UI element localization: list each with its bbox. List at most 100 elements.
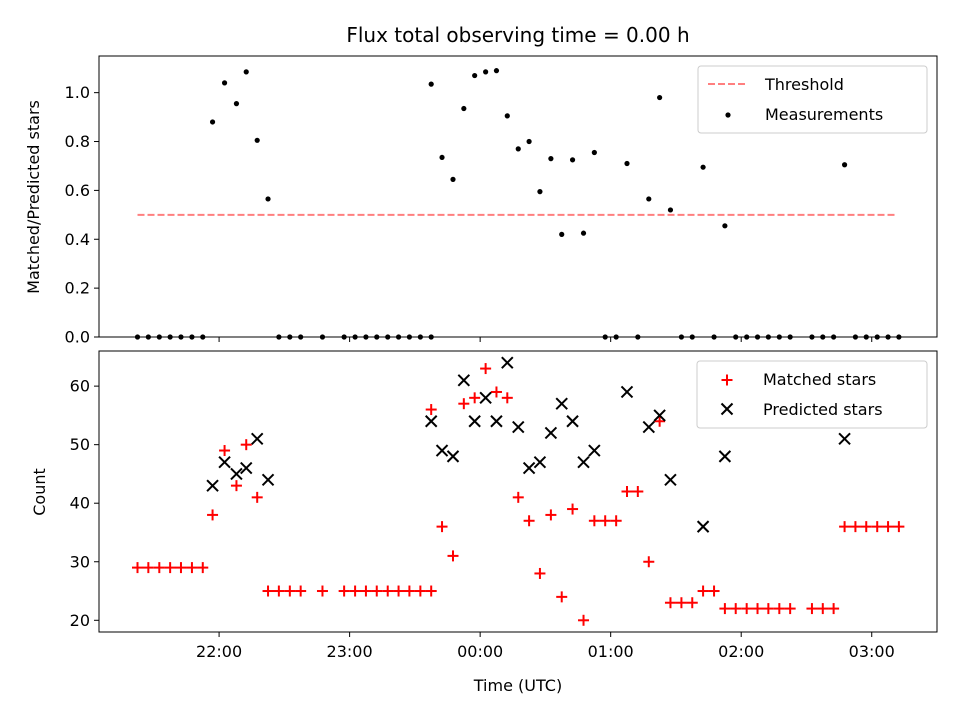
predicted-star-mark-b: [501, 356, 514, 369]
predicted-star-mark-b: [446, 450, 460, 463]
ratio-y-tick-label: 0.4: [65, 230, 90, 249]
measurement-point: [646, 196, 652, 202]
count-x-axis: 22:00 23:00 00:00 01:00 02:00 03:00: [196, 632, 895, 661]
chart-title: Flux total observing time = 0.00 h: [346, 23, 689, 47]
predicted-star-mark-b: [468, 415, 481, 428]
measurement-point: [243, 69, 249, 75]
predicted-star-mark: [501, 356, 514, 369]
matched-star-mark: [186, 562, 198, 574]
predicted-star-mark: [206, 479, 219, 492]
matched-star-mark: [425, 585, 437, 597]
measurement-point: [569, 157, 576, 163]
matched-star-mark: [251, 491, 263, 503]
matched-star-mark: [708, 585, 720, 597]
measurement-point: [667, 207, 674, 213]
predicted-star-mark-b: [642, 420, 655, 434]
measurement-point: [461, 105, 467, 112]
measurement-point: [722, 223, 728, 229]
matched-star-mark: [817, 603, 829, 615]
count-legend-predicted-label: Predicted stars: [763, 400, 883, 419]
measurement-point: [537, 189, 543, 195]
ratio-legend-box: [697, 65, 928, 134]
predicted-star-mark: [838, 432, 851, 446]
matched-star-mark: [893, 521, 905, 533]
count-x-tick-label: 01:00: [588, 642, 634, 661]
matched-star-mark: [207, 509, 219, 521]
predicted-star-mark-b: [566, 415, 579, 428]
predicted-star-mark-b: [479, 391, 492, 405]
measurement-point: [254, 137, 260, 143]
predicted-star-mark-b: [544, 426, 558, 440]
ratio-x-axis: [218, 337, 873, 342]
predicted-star-mark: [218, 456, 231, 469]
predicted-star-mark-b: [240, 461, 253, 475]
predicted-star-mark: [718, 450, 732, 463]
matched-star-mark: [153, 562, 165, 574]
matched-star-mark: [643, 556, 655, 568]
matched-star-mark: [588, 515, 600, 527]
predicted-star-mark-b: [250, 432, 264, 446]
matched-star-mark: [458, 398, 470, 410]
matched-star-mark: [414, 585, 426, 597]
matched-star-mark: [338, 585, 350, 597]
predicted-star-mark: [544, 426, 558, 440]
matched-star-mark: [132, 562, 144, 574]
ratio-y-tick-label: 0.8: [65, 132, 90, 151]
ratio-y-tick-label: 0.6: [65, 181, 90, 200]
predicted-star-mark-b: [838, 432, 851, 446]
count-y-tick-label: 50: [70, 435, 90, 454]
matched-star-mark: [382, 585, 394, 597]
matched-star-mark: [610, 515, 622, 527]
predicted-star-mark-b: [230, 467, 243, 481]
matched-star-mark: [403, 585, 415, 597]
measurement-point: [657, 94, 663, 101]
predicted-star-mark-b: [522, 461, 536, 475]
predicted-star-mark: [642, 420, 655, 434]
matched-star-mark: [621, 486, 633, 497]
predicted-stars-series: [206, 356, 851, 533]
measurement-point: [233, 101, 240, 107]
matched-star-mark: [230, 480, 242, 492]
matched-star-mark: [599, 515, 611, 527]
predicted-star-mark: [457, 374, 471, 387]
ratio-legend-threshold-label: Threshold: [764, 75, 844, 94]
predicted-star-mark: [490, 415, 503, 428]
matched-star-mark: [175, 562, 187, 574]
predicted-star-mark: [533, 456, 547, 469]
count-x-tick-label: 22:00: [196, 642, 242, 661]
matched-stars-series: [132, 363, 905, 626]
predicted-star-mark: [522, 461, 536, 475]
matched-star-mark: [349, 585, 361, 597]
matched-star-mark: [197, 562, 209, 574]
predicted-star-mark: [468, 415, 481, 428]
measurement-point: [221, 80, 228, 86]
matched-star-mark: [752, 603, 764, 615]
measurement-point: [624, 160, 630, 167]
matched-star-mark: [784, 603, 796, 615]
measurement-point: [548, 156, 554, 162]
matched-star-mark: [393, 585, 405, 597]
predicted-star-mark-b: [718, 450, 732, 463]
matched-star-mark: [240, 439, 252, 451]
matched-star-mark: [654, 415, 666, 427]
predicted-star-mark: [566, 415, 579, 428]
predicted-star-mark-b: [261, 473, 275, 486]
predicted-star-mark: [446, 450, 460, 463]
matched-star-mark: [719, 603, 731, 615]
measurement-point: [515, 146, 521, 152]
matched-star-mark: [284, 585, 296, 597]
matched-star-mark: [664, 597, 676, 609]
measurement-point: [209, 119, 216, 125]
matched-star-mark: [360, 585, 372, 597]
predicted-star-mark-b: [555, 397, 568, 410]
matched-star-mark: [490, 386, 502, 398]
matched-star-mark: [773, 603, 785, 615]
count-y-tick-label: 40: [70, 494, 90, 513]
predicted-star-mark-b: [457, 374, 471, 387]
count-x-tick-label: 02:00: [718, 642, 764, 661]
predicted-star-mark: [653, 409, 666, 422]
measurement-point: [841, 162, 848, 168]
measurement-point: [559, 231, 565, 237]
predicted-star-mark-b: [424, 415, 438, 428]
